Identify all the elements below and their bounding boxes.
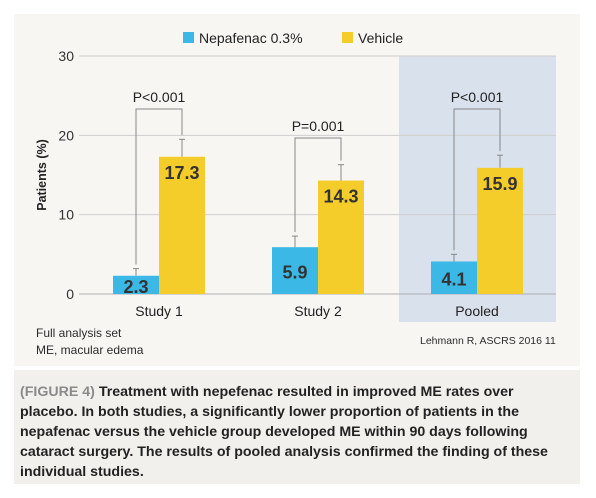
p-value-label: P<0.001 bbox=[133, 89, 186, 105]
y-tick-label: 30 bbox=[58, 48, 74, 64]
data-label: 15.9 bbox=[482, 174, 517, 194]
data-label: 2.3 bbox=[123, 277, 148, 297]
source-citation: Lehmann R, ASCRS 2016 11 bbox=[420, 335, 556, 347]
bar bbox=[477, 167, 523, 294]
caption-label: (FIGURE 4) bbox=[20, 384, 95, 400]
bar-chart: 0 10 20 30 Patients (%) Nepafenac 0.3% Vehicle… bbox=[35, 30, 556, 322]
footnote-abbreviation: ME, macular edema bbox=[36, 343, 144, 357]
bar bbox=[431, 261, 477, 294]
p-value-label: P<0.001 bbox=[451, 89, 504, 105]
data-label: 17.3 bbox=[164, 163, 199, 183]
y-axis-title: Patients (%) bbox=[35, 139, 49, 211]
x-tick-label: Study 2 bbox=[294, 303, 342, 319]
data-label: 14.3 bbox=[323, 187, 358, 207]
significance-bracket bbox=[294, 137, 342, 233]
p-value-label: P=0.001 bbox=[292, 118, 345, 134]
bar bbox=[113, 275, 159, 294]
figure-caption: (FIGURE 4) Treatment with nepefenac resu… bbox=[20, 382, 570, 482]
bar bbox=[159, 156, 205, 294]
y-tick-label: 10 bbox=[58, 207, 74, 223]
caption-text: Treatment with nepefenac resulted in imp… bbox=[20, 384, 548, 480]
legend-swatch bbox=[183, 32, 194, 43]
bar bbox=[318, 180, 364, 294]
x-tick-label: Pooled bbox=[455, 303, 499, 319]
legend-label: Vehicle bbox=[358, 30, 403, 46]
bar bbox=[272, 247, 318, 294]
y-tick-label: 20 bbox=[58, 127, 74, 143]
x-tick-label: Study 1 bbox=[135, 303, 183, 319]
caption-panel bbox=[14, 370, 580, 484]
y-tick-label: 0 bbox=[66, 286, 74, 302]
significance-bracket bbox=[135, 108, 183, 265]
data-label: 5.9 bbox=[282, 263, 307, 283]
significance-bracket bbox=[453, 108, 501, 251]
legend-label: Nepafenac 0.3% bbox=[199, 30, 303, 46]
legend-swatch bbox=[342, 32, 353, 43]
data-label: 4.1 bbox=[441, 270, 466, 290]
footnote-analysis-set: Full analysis set bbox=[36, 326, 122, 340]
